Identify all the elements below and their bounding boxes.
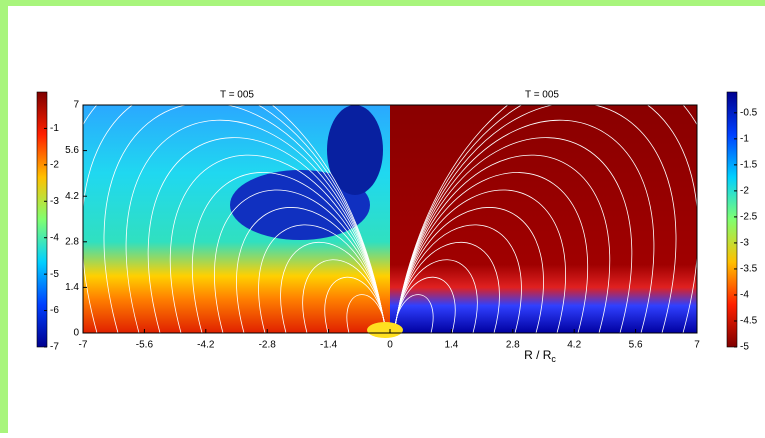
colorbar-tick-label: -2.5	[740, 212, 758, 223]
x-tick-label: 2.8	[506, 340, 520, 351]
colorbar-tick-label: -1	[740, 133, 749, 144]
y-tick-label: 5.6	[65, 145, 79, 156]
border-left	[0, 0, 8, 433]
x-tick-label: -7	[79, 340, 88, 351]
y-tick-label: 1.4	[65, 282, 79, 293]
colorbar-tick-label: -1	[50, 123, 59, 134]
panel-title: T = 005	[220, 90, 254, 101]
x-tick-label: -1.4	[320, 340, 338, 351]
right-panel	[390, 105, 697, 333]
colorbar-tick-label: -2	[50, 159, 59, 170]
x-tick-label: 4.2	[567, 340, 581, 351]
colorbar-tick-label: -0.5	[740, 107, 758, 118]
colorbar-tick-label: -2	[740, 186, 749, 197]
y-tick-label: 4.2	[65, 191, 79, 202]
colorbar-tick-label: -3	[50, 196, 59, 207]
x-tick-label: 5.6	[629, 340, 643, 351]
x-tick-label: -5.6	[136, 340, 154, 351]
x-axis-label-text: R / R	[524, 348, 552, 362]
x-tick-label: 0	[387, 340, 393, 351]
x-tick-label: -4.2	[197, 340, 215, 351]
border-top	[0, 0, 765, 6]
star	[367, 322, 403, 338]
colorbar-tick-label: -3.5	[740, 264, 758, 275]
y-tick-label: 2.8	[65, 236, 79, 247]
y-tick-label: 7	[73, 100, 79, 111]
y-tick-label: 0	[73, 328, 79, 339]
colorbar-tick-label: -4.5	[740, 316, 758, 327]
colorbar-tick-label: -4	[740, 290, 749, 301]
colorbar-tick-label: -4	[50, 232, 59, 243]
colorbar-tick-label: -6	[50, 305, 59, 316]
x-tick-label: 1.4	[444, 340, 458, 351]
colorbar-tick-label: -7	[50, 342, 59, 353]
x-axis-label-sub: c	[551, 354, 556, 364]
colorbar	[37, 92, 47, 347]
colorbar-tick-label: -5	[50, 269, 59, 280]
colorbar-tick-label: -5	[740, 342, 749, 353]
colorbar-tick-label: -1.5	[740, 159, 758, 170]
panel-title: T = 005	[525, 90, 559, 101]
colorbar	[727, 92, 737, 347]
x-tick-label: 7	[694, 340, 700, 351]
screenshot: T = 005 T = 005 R / Rc -7 -5.6 -4.2 -2.8 -1.…	[0, 0, 765, 433]
colorbar-tick-label: -3	[740, 238, 749, 249]
x-axis-label: R / Rc	[524, 348, 556, 364]
x-tick-label: -2.8	[259, 340, 277, 351]
